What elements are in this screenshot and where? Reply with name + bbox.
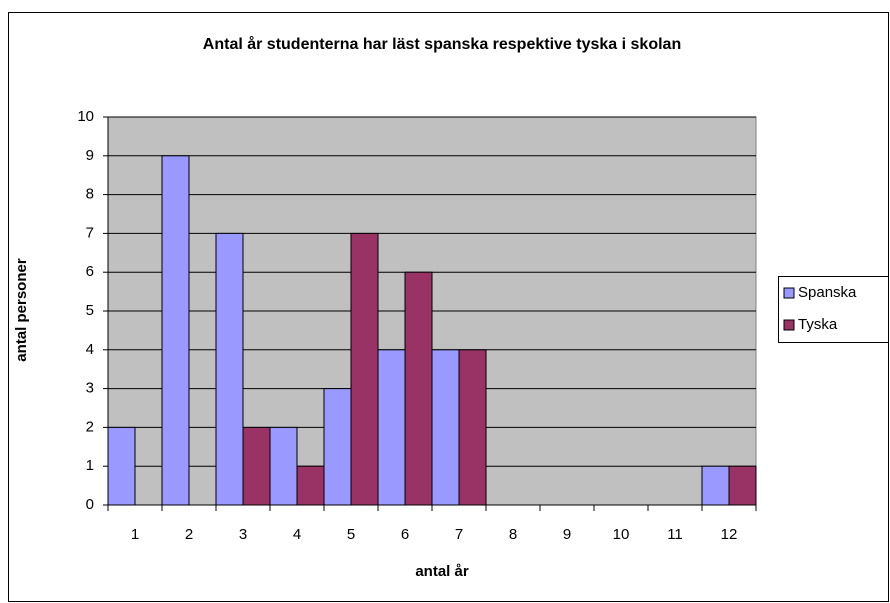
bar (404, 271, 433, 506)
y-tick-label: 0 (86, 496, 94, 513)
x-tick-label: 9 (563, 526, 571, 543)
legend-swatch (783, 319, 795, 331)
legend-label: Spanska (798, 284, 857, 301)
x-tick-label: 7 (455, 526, 463, 543)
y-tick-label: 10 (77, 108, 94, 125)
bar (161, 155, 190, 506)
y-tick-label: 2 (86, 418, 94, 435)
bar (458, 349, 487, 506)
bar (431, 349, 460, 506)
x-tick-label: 1 (131, 526, 139, 543)
x-tick-label: 3 (239, 526, 247, 543)
legend-swatch (783, 287, 795, 299)
x-tick-label: 8 (509, 526, 517, 543)
y-tick-label: 7 (86, 224, 94, 241)
bar (107, 426, 136, 506)
x-tick-label: 6 (401, 526, 409, 543)
bar (728, 465, 757, 506)
x-axis-label: antal år (415, 563, 469, 580)
chart-title: Antal år studenterna har läst spanska re… (203, 35, 681, 53)
y-tick-label: 4 (86, 341, 94, 358)
bar (377, 349, 406, 506)
y-tick-label: 3 (86, 380, 94, 397)
y-tick-label: 9 (86, 147, 94, 164)
bar (701, 465, 730, 506)
y-axis-label: antal personer (13, 258, 30, 362)
bar (269, 426, 298, 506)
x-tick-label: 4 (293, 526, 301, 543)
x-tick-label: 12 (721, 526, 738, 543)
y-tick-label: 8 (86, 186, 94, 203)
bar (323, 388, 352, 506)
bar (350, 232, 379, 506)
y-tick-label: 5 (86, 302, 94, 319)
bar (242, 426, 271, 506)
x-tick-label: 10 (613, 526, 630, 543)
bar (296, 465, 325, 506)
x-tick-label: 5 (347, 526, 355, 543)
x-tick-label: 11 (667, 526, 683, 543)
x-tick-label: 2 (185, 526, 193, 543)
y-tick-label: 6 (86, 263, 94, 280)
bar (215, 232, 244, 506)
y-tick-label: 1 (86, 457, 94, 474)
legend-label: Tyska (798, 316, 838, 333)
legend-box (778, 276, 889, 343)
